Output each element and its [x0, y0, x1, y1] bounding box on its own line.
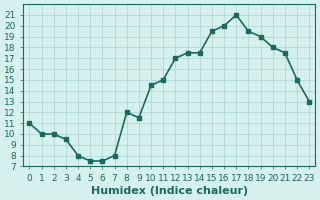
X-axis label: Humidex (Indice chaleur): Humidex (Indice chaleur): [91, 186, 248, 196]
